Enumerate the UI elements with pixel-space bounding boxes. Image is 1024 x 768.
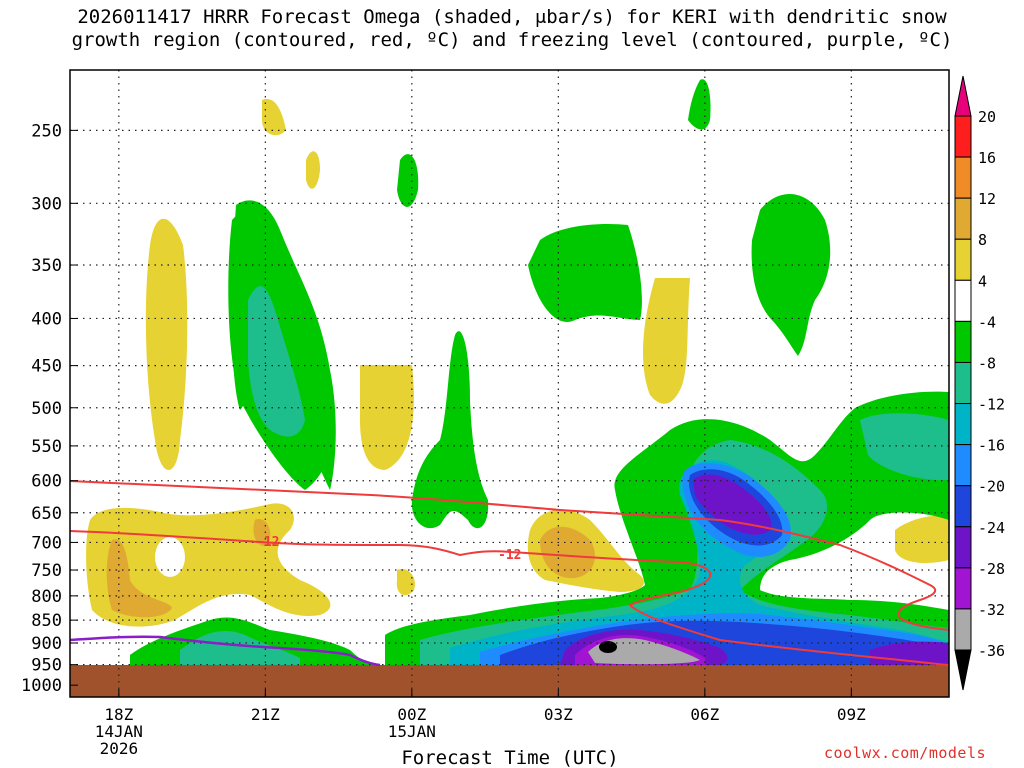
colorbar: 20 16 12 8 4 -4 -8 -12 -16 -20 -24 -28 -32 -36 — [954, 75, 1005, 691]
colorbar-label-0: 20 — [978, 108, 996, 126]
x-tick-label-03Z: 03Z — [544, 705, 573, 724]
colorbar-segment-8 — [954, 444, 972, 487]
colorbar-segment-5 — [954, 320, 972, 363]
y-tick-label-400: 400 — [31, 309, 62, 329]
y-tick-label-450: 450 — [31, 357, 62, 377]
colorbar-segment-1 — [954, 156, 972, 199]
colorbar-label-8: -16 — [978, 437, 1005, 455]
colorbar-label-13: -36 — [978, 642, 1005, 660]
x-tick-date-00Z: 15JAN — [388, 722, 436, 741]
colorbar-segment-3 — [954, 238, 972, 281]
colorbar-top-arrow — [954, 75, 972, 117]
colorbar-label-11: -28 — [978, 560, 1005, 578]
freezing-level-contour — [69, 635, 381, 667]
colorbar-segment-7 — [954, 403, 972, 446]
omega-region-yellow-2 — [262, 99, 286, 136]
ground-surface — [70, 665, 949, 697]
dgz-label-2: -12 — [498, 548, 521, 563]
x-tick-label-09Z: 09Z — [837, 705, 866, 724]
colorbar-bottom-arrow — [954, 649, 972, 691]
colorbar-segment-10 — [954, 526, 972, 569]
colorbar-segment-9 — [954, 485, 972, 528]
x-tick-year-18Z: 2026 — [100, 739, 139, 758]
omega-region-green-5 — [751, 193, 831, 356]
y-tick-label-300: 300 — [31, 194, 62, 214]
omega-region-white-hole — [155, 537, 185, 577]
colorbar-label-6: -8 — [978, 354, 996, 372]
x-tick-date-18Z: 14JAN — [95, 722, 143, 741]
omega-region-teal-4 — [860, 413, 949, 481]
y-tick-label-600: 600 — [31, 472, 62, 492]
x-tick-label-21Z: 21Z — [251, 705, 280, 724]
omega-region-yellow-3 — [306, 151, 320, 189]
omega-region-yellow-6 — [396, 569, 416, 596]
site-credit: coolwx.com/models — [824, 744, 987, 762]
chart-title: 2026011417 HRRR Forecast Omega (shaded, … — [0, 6, 1024, 52]
y-tick-label-900: 900 — [31, 634, 62, 654]
x-axis-title: Forecast Time (UTC) — [401, 747, 618, 768]
x-tick-label-18Z: 18Z — [104, 705, 133, 724]
omega-region-teal-2 — [180, 630, 300, 665]
chart-title-line2: growth region (contoured, red, ºC) and f… — [71, 29, 953, 51]
chart-title-line1: 2026011417 HRRR Forecast Omega (shaded, … — [77, 6, 947, 28]
omega-region-yellow-5 — [643, 278, 690, 404]
colorbar-label-10: -24 — [978, 519, 1005, 537]
colorbar-segment-12 — [954, 608, 972, 651]
omega-region-green-4 — [528, 223, 642, 322]
x-tick-label-06Z: 06Z — [690, 705, 719, 724]
colorbar-label-3: 8 — [978, 231, 987, 249]
y-tick-label-550: 550 — [31, 437, 62, 457]
y-tick-label-650: 650 — [31, 504, 62, 524]
y-tick-label-800: 800 — [31, 587, 62, 607]
colorbar-segment-11 — [954, 567, 972, 610]
omega-region-green-7 — [385, 391, 949, 665]
dgz-contour-upper — [69, 480, 950, 631]
y-axis: 250 300 350 400 450 500 550 600 650 700 750 800 850 9… — [21, 121, 78, 696]
colorbar-label-2: 12 — [978, 190, 996, 208]
colorbar-label-4: 4 — [978, 272, 987, 290]
omega-region-yellow-1 — [145, 218, 188, 470]
omega-region-cyan-1 — [450, 460, 949, 665]
omega-region-green-3 — [688, 79, 711, 130]
colorbar-segment-0 — [954, 115, 972, 158]
omega-region-orange-3 — [540, 526, 595, 579]
omega-region-yellow-4 — [360, 365, 414, 470]
dgz-contours: -12 -12 — [69, 480, 950, 666]
colorbar-label-5: -4 — [978, 313, 996, 331]
omega-region-orange-2 — [253, 519, 271, 546]
colorbar-label-9: -20 — [978, 478, 1005, 496]
colorbar-label-12: -32 — [978, 601, 1005, 619]
omega-region-black-1 — [599, 641, 617, 653]
y-tick-label-250: 250 — [31, 121, 62, 141]
dgz-contour-lower — [69, 530, 950, 666]
colorbar-segment-6 — [954, 361, 972, 405]
colorbar-segment-2 — [954, 197, 972, 240]
omega-region-purple-1 — [693, 474, 772, 535]
y-tick-label-1000: 1000 — [21, 676, 62, 696]
omega-region-green-6 — [411, 331, 489, 529]
x-tick-label-00Z: 00Z — [397, 705, 426, 724]
y-tick-label-350: 350 — [31, 256, 62, 276]
colorbar-segment-4 — [954, 279, 972, 322]
colorbar-label-1: 16 — [978, 149, 996, 167]
y-tick-label-500: 500 — [31, 399, 62, 419]
omega-shading — [86, 79, 949, 665]
omega-region-teal-1 — [248, 286, 305, 437]
y-tick-label-750: 750 — [31, 561, 62, 581]
colorbar-label-7: -12 — [978, 396, 1005, 414]
omega-region-yellow-7 — [895, 515, 949, 563]
grid-lines — [70, 70, 949, 697]
omega-region-teal-3 — [420, 440, 949, 665]
y-tick-label-700: 700 — [31, 533, 62, 553]
y-tick-label-950: 950 — [31, 656, 62, 676]
omega-region-orange-1 — [106, 539, 172, 618]
plot-frame — [69, 69, 950, 698]
y-tick-label-850: 850 — [31, 611, 62, 631]
omega-region-green-2 — [397, 154, 419, 207]
dgz-label-1: -12 — [256, 535, 279, 550]
